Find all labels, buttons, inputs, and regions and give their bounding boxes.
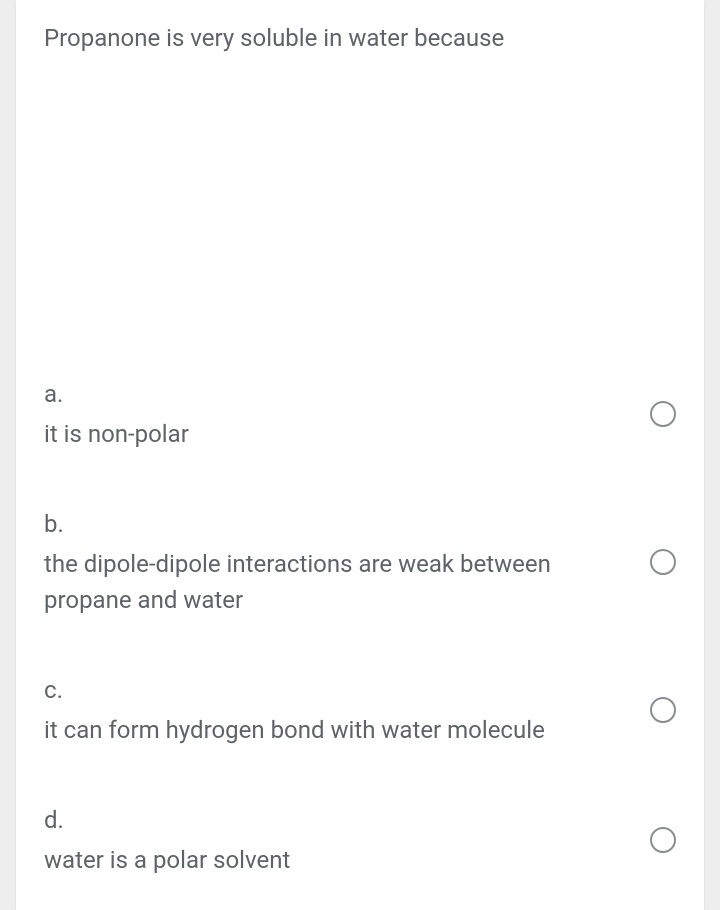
option-b[interactable]: b. the dipole-dipole interactions are we… (44, 484, 676, 650)
option-d[interactable]: d. water is a polar solvent (44, 780, 676, 910)
radio-c[interactable] (650, 697, 676, 723)
question-text: Propanone is very soluble in water becau… (44, 0, 676, 54)
option-label: it is non-polar (44, 420, 189, 448)
option-letter: d. (44, 802, 634, 838)
option-text: c. it can form hydrogen bond with water … (44, 672, 634, 748)
option-c[interactable]: c. it can form hydrogen bond with water … (44, 650, 676, 780)
option-text: b. the dipole-dipole interactions are we… (44, 506, 634, 618)
option-text: a. it is non-polar (44, 376, 634, 452)
option-label: the dipole-dipole interactions are weak … (44, 550, 551, 614)
spacer (44, 54, 676, 354)
option-letter: c. (44, 672, 634, 708)
radio-b[interactable] (650, 549, 676, 575)
option-label: it can form hydrogen bond with water mol… (44, 716, 545, 744)
radio-a[interactable] (650, 401, 676, 427)
option-a[interactable]: a. it is non-polar (44, 354, 676, 484)
question-card: Propanone is very soluble in water becau… (16, 0, 704, 910)
radio-d[interactable] (650, 827, 676, 853)
option-letter: a. (44, 376, 634, 412)
option-label: water is a polar solvent (44, 846, 290, 874)
option-letter: b. (44, 506, 634, 542)
option-text: d. water is a polar solvent (44, 802, 634, 878)
